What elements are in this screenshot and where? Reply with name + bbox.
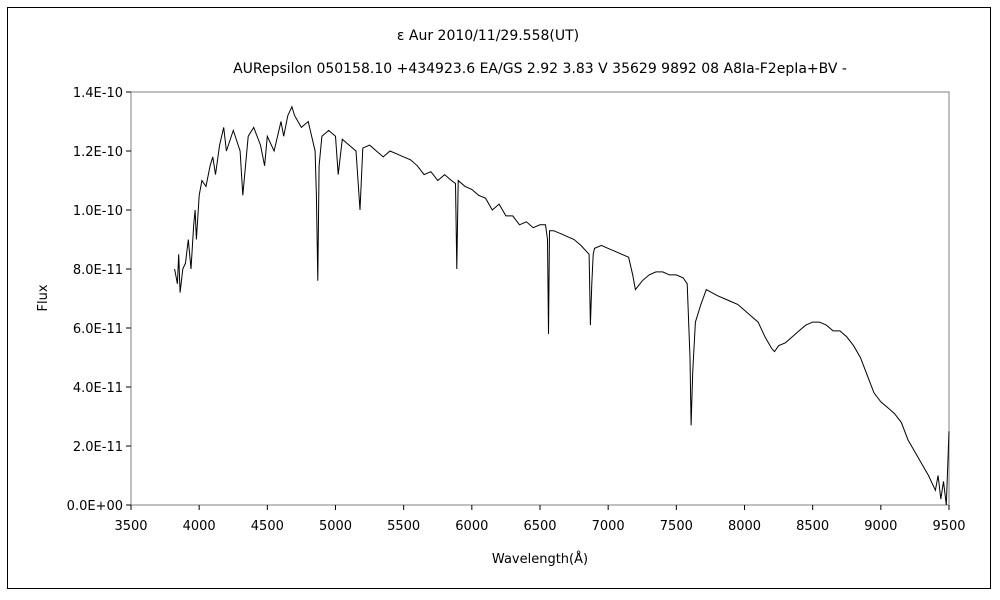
- chart-title: ε Aur 2010/11/29.558(UT): [397, 28, 579, 44]
- x-axis-label: Wavelength(Å): [492, 551, 588, 567]
- x-tick-label: 6000: [455, 519, 488, 534]
- y-axis: 0.0E+00 2.0E-11 4.0E-11 6.0E-11 8.0E-11 1.0E-…: [67, 86, 131, 514]
- x-tick-label: 9500: [932, 519, 965, 534]
- x-tick-label: 7500: [660, 519, 693, 534]
- y-tick-label: 2.0E-11: [73, 440, 123, 455]
- x-tick-label: 9000: [864, 519, 897, 534]
- y-tick-label: 4.0E-11: [73, 381, 123, 396]
- chart-subtitle: AURepsilon 050158.10 +434923.6 EA/GS 2.9…: [233, 61, 847, 77]
- x-tick-label: 3500: [114, 519, 147, 534]
- x-tick-label: 7000: [592, 519, 625, 534]
- x-tick-label: 6500: [523, 519, 556, 534]
- plot-area: [130, 91, 950, 506]
- flux-series-line: [174, 105, 950, 506]
- x-tick-label: 5000: [319, 519, 352, 534]
- y-tick-label: 0.0E+00: [67, 499, 123, 514]
- x-tick-label: 8000: [728, 519, 761, 534]
- x-tick-label: 5500: [387, 519, 420, 534]
- x-tick-label: 4500: [251, 519, 284, 534]
- y-tick-label: 1.4E-10: [73, 86, 123, 101]
- x-axis: 3500 4000 4500 5000 5500 6000 6500 7000 7500 8000…: [114, 505, 966, 534]
- y-tick-label: 8.0E-11: [73, 263, 123, 278]
- y-axis-label: Flux: [36, 284, 51, 311]
- x-tick-label: 4000: [183, 519, 216, 534]
- y-tick-label: 1.0E-10: [73, 204, 123, 219]
- y-tick-label: 1.2E-10: [73, 145, 123, 160]
- y-tick-label: 6.0E-11: [73, 322, 123, 337]
- x-tick-label: 8500: [796, 519, 829, 534]
